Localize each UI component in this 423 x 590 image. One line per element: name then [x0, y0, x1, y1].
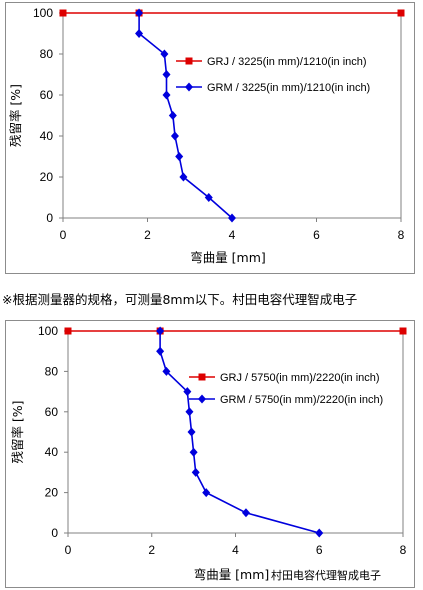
- y-tick-label: 0: [51, 526, 58, 540]
- y-tick-label: 20: [40, 170, 54, 184]
- x-tick-label: 2: [148, 543, 155, 557]
- y-tick-label: 40: [45, 445, 59, 459]
- data-point-diamond: [170, 131, 179, 141]
- data-point-diamond: [228, 213, 236, 223]
- legend-label: GRM / 3225(in mm)/1210(in inch): [207, 82, 370, 94]
- data-point-diamond: [162, 366, 171, 376]
- data-point-diamond: [187, 427, 196, 437]
- data-point-square: [399, 327, 407, 335]
- data-point-diamond: [183, 387, 192, 397]
- y-tick-label: 60: [40, 88, 54, 102]
- x-tick-label: 8: [398, 228, 405, 242]
- chart-panel-3225: 0 20 40 60 80 100 0 2 4 6 8 弯曲量 [mm] 残留率 [%] GRJ / 32…: [5, 2, 415, 274]
- x-tick-label: 4: [229, 228, 236, 242]
- data-point-diamond: [204, 193, 213, 202]
- x-tick-label: 0: [65, 543, 72, 557]
- legend-label: GRJ / 5750(in mm)/2220(in inch): [220, 372, 380, 384]
- data-point-square: [397, 9, 405, 17]
- x-tick-label: 8: [400, 543, 407, 557]
- x-axis-label: 弯曲量 [mm]: [190, 250, 266, 265]
- y-tick-label: 20: [45, 486, 59, 500]
- chart-3225: 0 20 40 60 80 100 0 2 4 6 8 弯曲量 [mm] 残留率 [%] GRJ / 32…: [8, 6, 405, 265]
- legend-marker-square: [198, 373, 206, 381]
- data-point-diamond: [162, 70, 171, 79]
- data-point-diamond: [185, 407, 194, 417]
- y-tick-label: 100: [38, 324, 58, 338]
- data-point-square: [64, 327, 72, 335]
- data-point-diamond: [162, 90, 171, 100]
- y-tick-label: 60: [45, 405, 59, 419]
- x-tick-label: 2: [144, 228, 151, 242]
- y-axis-label: 残留率 [%]: [8, 84, 23, 147]
- data-point-diamond: [241, 508, 250, 518]
- data-point-diamond: [135, 29, 144, 38]
- data-point-diamond: [156, 346, 165, 356]
- data-point-diamond: [202, 488, 211, 498]
- plot-area: [67, 330, 404, 534]
- y-tick-label: 40: [40, 129, 54, 143]
- x-tick-label: 4: [232, 543, 239, 557]
- measurement-note: ※根据测量器的规格，可测量8mm以下。村田电容代理智成电子: [2, 292, 358, 307]
- y-tick-label: 80: [40, 47, 54, 61]
- watermark-text: 村田电容代理智成电子: [271, 568, 381, 582]
- legend-marker-square: [185, 57, 193, 65]
- data-point-diamond: [160, 49, 169, 59]
- legend-label: GRJ / 3225(in mm)/1210(in inch): [207, 56, 367, 68]
- x-tick-label: 0: [60, 228, 67, 242]
- data-point-diamond: [179, 172, 188, 182]
- legend-marker-diamond: [198, 394, 206, 404]
- data-point-diamond: [191, 467, 200, 477]
- data-point-diamond: [168, 111, 177, 120]
- legend-label: GRM / 5750(in mm)/2220(in inch): [220, 394, 383, 406]
- series-line-2: [159, 331, 320, 534]
- data-point-diamond: [175, 152, 184, 161]
- y-axis-label: 残留率 [%]: [10, 400, 25, 463]
- y-tick-label: 80: [45, 364, 59, 378]
- chart-panel-5750: 0 20 40 60 80 100 0 2 4 6 8 弯曲量 [mm] 残留率 [%] GRJ / 57…: [5, 320, 415, 588]
- data-point-diamond: [189, 447, 198, 457]
- plot-area: [62, 12, 402, 219]
- data-point-diamond: [156, 326, 165, 336]
- y-tick-label: 100: [33, 6, 53, 20]
- series-line-2: [138, 13, 233, 219]
- x-tick-label: 6: [313, 228, 320, 242]
- data-point-diamond: [135, 8, 144, 18]
- data-point-square: [59, 9, 67, 17]
- x-axis-label: 弯曲量 [mm]: [194, 567, 270, 582]
- data-point-diamond: [315, 528, 324, 538]
- chart-5750: 0 20 40 60 80 100 0 2 4 6 8 弯曲量 [mm] 残留率 [%] GRJ / 57…: [10, 324, 407, 582]
- y-tick-label: 0: [46, 211, 53, 225]
- x-tick-label: 6: [316, 543, 323, 557]
- legend-marker-diamond: [185, 82, 193, 92]
